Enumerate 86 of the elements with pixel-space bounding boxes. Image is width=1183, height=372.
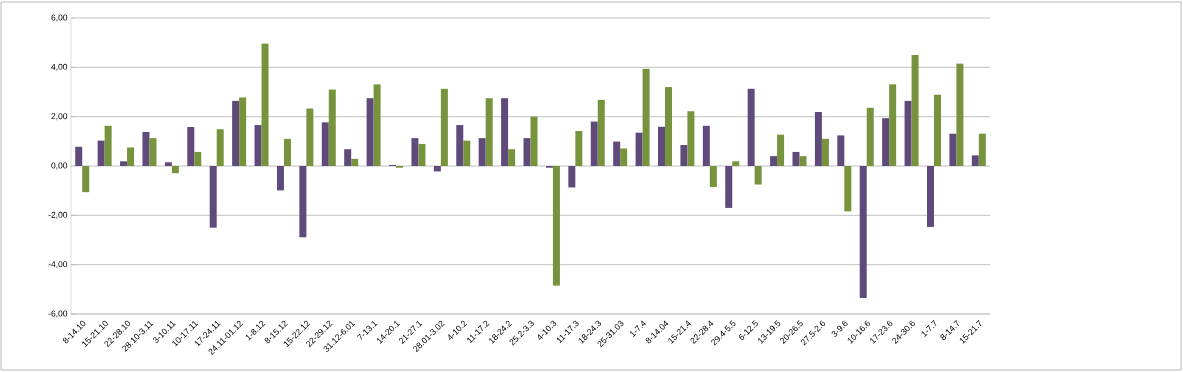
y-tick-label: 6,00: [51, 14, 68, 22]
bar: [597, 99, 605, 166]
bar: [232, 100, 240, 166]
bar: [889, 84, 897, 166]
bar: [575, 130, 583, 166]
bar: [530, 116, 538, 166]
bar: [216, 129, 224, 166]
bar: [904, 100, 912, 166]
y-tick-label: 4,00: [51, 63, 68, 71]
y-tick-label: -6,00: [48, 310, 68, 318]
bar: [665, 87, 672, 166]
bar: [777, 134, 785, 166]
bar: [635, 132, 643, 166]
bar: [120, 161, 128, 166]
bar: [709, 166, 717, 187]
bar: [949, 133, 957, 166]
bar: [754, 166, 762, 185]
y-tick-label: -4,00: [48, 261, 68, 269]
bar: [254, 125, 262, 166]
y-tick-label: 0,00: [51, 162, 68, 170]
bar: [814, 111, 822, 166]
bar: [299, 166, 307, 238]
bar: [82, 166, 90, 193]
bar: [590, 121, 598, 166]
bar: [283, 138, 291, 166]
bar: [164, 162, 172, 166]
bar: [127, 147, 135, 166]
bar: [552, 166, 560, 286]
bar: [770, 156, 778, 166]
bar: [642, 68, 650, 166]
bar: [508, 149, 516, 166]
bar: [702, 125, 710, 166]
bar: [799, 156, 807, 166]
bar: [792, 151, 800, 166]
bar: [658, 126, 665, 166]
bar: [725, 166, 733, 208]
bar: [239, 97, 247, 166]
bar: [859, 166, 867, 298]
bar: [866, 107, 874, 166]
bar: [620, 148, 628, 166]
bar: [328, 89, 336, 166]
bar: [321, 122, 329, 166]
bar: [882, 118, 890, 166]
bar: [209, 166, 217, 228]
y-tick-label: 2,00: [51, 113, 68, 121]
bar: [926, 166, 934, 227]
bar: [844, 166, 852, 212]
bar: [523, 138, 531, 166]
bar: [97, 140, 105, 166]
bar: [956, 63, 964, 166]
bar: [75, 146, 83, 166]
bar: [680, 145, 688, 166]
bar: [747, 88, 755, 166]
bar: [911, 55, 919, 166]
bar: [971, 155, 979, 166]
bar: [306, 108, 314, 166]
bar: [933, 94, 941, 166]
bar: [261, 43, 269, 166]
bar: [411, 138, 419, 166]
bar: [276, 166, 284, 191]
bar: [142, 131, 150, 166]
bar: [187, 127, 195, 166]
bar: [732, 161, 740, 166]
bar: [978, 133, 986, 166]
bar: [104, 125, 112, 166]
bar: [366, 98, 374, 166]
bar: [837, 135, 845, 166]
y-tick-label: -2,00: [48, 211, 68, 219]
bar: [485, 98, 493, 166]
bar: [478, 138, 486, 166]
bar: [440, 88, 448, 166]
bar: [194, 151, 202, 166]
bar: [149, 138, 157, 166]
bar: [687, 111, 695, 166]
bar: [821, 138, 829, 166]
bar: [344, 149, 352, 166]
bar: [373, 84, 381, 166]
bar: [456, 125, 464, 166]
bar: [171, 166, 179, 174]
bar: [351, 158, 359, 166]
bar: [568, 166, 576, 188]
bar: [613, 141, 621, 166]
bar: [433, 166, 441, 172]
bar: [463, 140, 471, 166]
bar: [418, 144, 426, 166]
bar: [501, 98, 509, 166]
